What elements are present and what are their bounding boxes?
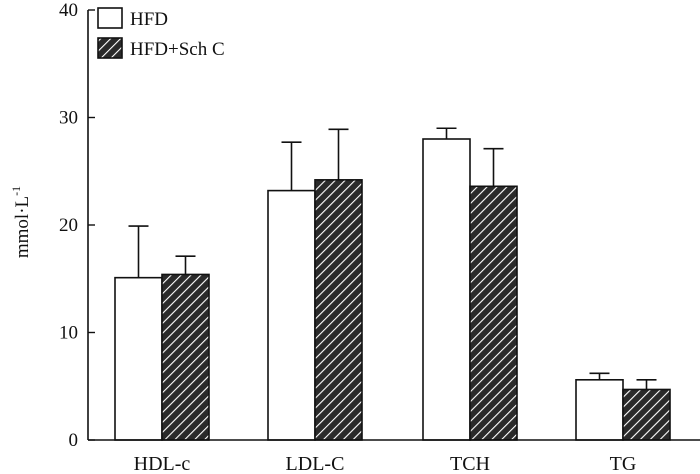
y-axis-label: mmol·L <box>12 196 33 258</box>
legend-label-hfd-sch-c: HFD+Sch C <box>130 39 225 60</box>
y-tick-label: 10 <box>59 323 78 344</box>
bar-tch-hfd <box>422 138 471 441</box>
bar-ldl-c-hfd-sch-c <box>314 179 363 441</box>
y-tick-label: 40 <box>59 0 78 21</box>
axes: 0 10 20 30 40 HDL-c LDL-C TCH TG <box>59 0 700 474</box>
bar-tg-hfd <box>575 378 624 441</box>
legend-label-hfd: HFD <box>130 9 168 30</box>
bar-tg-hfd-sch-c <box>622 388 671 441</box>
bar-tch-hfd-sch-c <box>469 185 518 441</box>
legend: HFD HFD+Sch C <box>97 7 225 60</box>
y-axis-title: mmol·L-1 <box>9 186 33 258</box>
plot-area <box>114 127 671 441</box>
x-category-label: TG <box>610 453 637 474</box>
bar-hdl-c-hfd-sch-c <box>161 273 210 441</box>
legend-swatch-hfd <box>97 7 123 29</box>
y-tick-label: 20 <box>59 215 78 236</box>
bar-hdl-c-hfd <box>114 276 163 441</box>
x-category-label: TCH <box>450 453 490 474</box>
y-tick-label: 0 <box>69 430 79 451</box>
bar-ldl-c-hfd <box>267 189 316 441</box>
legend-swatch-hfd-sch-c <box>97 37 123 59</box>
y-axis-label-superscript: -1 <box>9 186 23 196</box>
x-category-label: HDL-c <box>134 453 191 474</box>
y-tick-label: 30 <box>59 108 78 129</box>
svg-text:mmol·L-1: mmol·L-1 <box>9 186 33 258</box>
x-category-label: LDL-C <box>286 453 345 474</box>
